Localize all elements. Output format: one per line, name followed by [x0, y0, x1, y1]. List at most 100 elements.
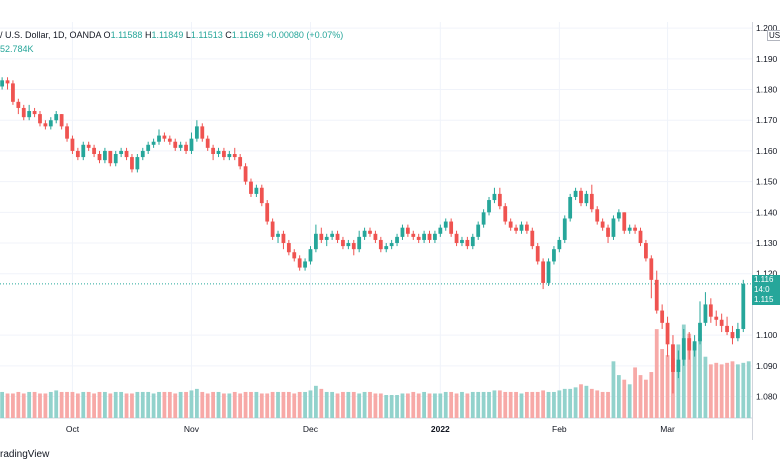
chart-area[interactable]: Oct Nov Dec 2022 Feb Mar	[0, 22, 757, 440]
volume-bar	[249, 391, 253, 418]
candle-body	[59, 114, 64, 127]
high-label: H	[144, 30, 152, 40]
previous-close-tag: 1.115	[752, 294, 780, 305]
volume-bar	[200, 391, 205, 418]
candle-body	[584, 193, 589, 204]
time-tick-label: 2022	[431, 424, 450, 434]
candle-body	[579, 190, 583, 204]
price-axis[interactable]: 1.200 1.190 1.180 1.170 1.160 1.150 1.140 1.130…	[752, 22, 780, 440]
volume-bar	[438, 393, 443, 418]
open-value: 1.11588	[110, 30, 143, 40]
volume-bar	[508, 391, 513, 418]
volume-bar	[43, 393, 48, 418]
candle-body	[514, 227, 518, 231]
candle-body	[43, 123, 48, 127]
volume-bar	[589, 388, 594, 418]
candle-body	[405, 227, 410, 234]
volume-bar	[130, 393, 134, 418]
candle-body	[292, 252, 297, 259]
time-tick-label: Oct	[66, 424, 80, 434]
candle-body	[589, 193, 594, 210]
volume-bar	[546, 391, 551, 418]
candle-body	[735, 328, 740, 339]
candle-body	[719, 319, 724, 326]
volume-bar	[427, 393, 432, 418]
volume-bar	[627, 384, 632, 418]
price-tick-label: 1.100	[756, 330, 778, 340]
symbol-title[interactable]: / U.S. Dollar, 1D, OANDA	[0, 30, 102, 40]
candle-body	[162, 135, 167, 139]
volume-bar	[476, 391, 481, 418]
candle-body	[330, 233, 335, 237]
volume-bar	[638, 375, 643, 418]
candle-body	[627, 227, 632, 231]
time-tick-label: Mar	[660, 424, 675, 434]
volume-bar	[281, 391, 286, 418]
volume-bar	[265, 393, 270, 418]
volume-bar	[140, 391, 145, 418]
candle-body	[189, 138, 194, 151]
candle-body	[703, 304, 708, 323]
candle-body	[297, 258, 302, 268]
candle-body	[503, 206, 508, 222]
candle-body	[384, 246, 389, 250]
price-axis-scale: 1.200 1.190 1.180 1.170 1.160 1.150 1.140 1.130…	[756, 23, 778, 401]
volume-bar	[297, 391, 302, 418]
candle-body	[427, 233, 432, 240]
volume-bar	[54, 390, 59, 418]
candle-body	[687, 338, 692, 351]
candle-body	[335, 233, 340, 240]
volume-bar	[487, 391, 491, 418]
price-tick-label: 1.170	[756, 115, 778, 125]
candle-body	[103, 150, 107, 161]
volume-bar	[481, 391, 486, 418]
volume-bar	[222, 393, 226, 418]
candle-body	[265, 203, 270, 222]
volume-bar	[719, 364, 724, 418]
candle-body	[254, 187, 259, 194]
candle-body	[541, 261, 546, 283]
volume-bar	[330, 391, 335, 418]
candle-body	[649, 258, 654, 280]
footer: radingView	[0, 440, 780, 470]
candle-body	[600, 221, 605, 228]
price-chart[interactable]: Oct Nov Dec 2022 Feb Mar	[0, 22, 757, 440]
candle-body	[508, 221, 513, 228]
candle-body	[362, 230, 367, 237]
volume-bar	[368, 391, 372, 418]
candle-body	[54, 114, 59, 121]
candle-body	[730, 332, 735, 339]
candle-body	[438, 227, 443, 234]
candle-body	[487, 200, 491, 213]
candle-body	[308, 249, 313, 262]
candle-body	[725, 325, 729, 333]
volume-bar	[151, 393, 156, 418]
volume-bar	[216, 391, 221, 418]
candle-body	[75, 150, 80, 158]
volume-bar	[746, 361, 751, 418]
volume-bar	[319, 388, 324, 418]
price-tick-label: 1.180	[756, 85, 778, 95]
ohlc-legend: / U.S. Dollar, 1D, OANDA O1.11588 H1.118…	[0, 30, 343, 40]
volume-bar	[562, 388, 567, 418]
volume-bar	[692, 344, 697, 418]
candle-body	[692, 341, 697, 351]
volume-bar	[86, 391, 91, 418]
candle-body	[81, 144, 86, 158]
volume-bar	[514, 391, 518, 418]
candle-body	[449, 221, 454, 234]
volume-bar	[238, 393, 243, 418]
candle-body	[11, 83, 15, 102]
currency-badge[interactable]: US	[767, 30, 780, 41]
candle-body	[638, 230, 643, 244]
candle-body	[276, 233, 280, 237]
candle-body	[27, 111, 32, 118]
volume-bar	[519, 393, 524, 418]
candle-body	[665, 322, 670, 345]
candle-body	[5, 80, 10, 84]
brand-logo-text[interactable]: radingView	[0, 449, 50, 460]
volume-bar	[205, 393, 210, 418]
volume-bar	[606, 391, 610, 418]
change-value: +0.00080 (+0.07%)	[266, 30, 344, 40]
candle-body	[211, 147, 216, 154]
